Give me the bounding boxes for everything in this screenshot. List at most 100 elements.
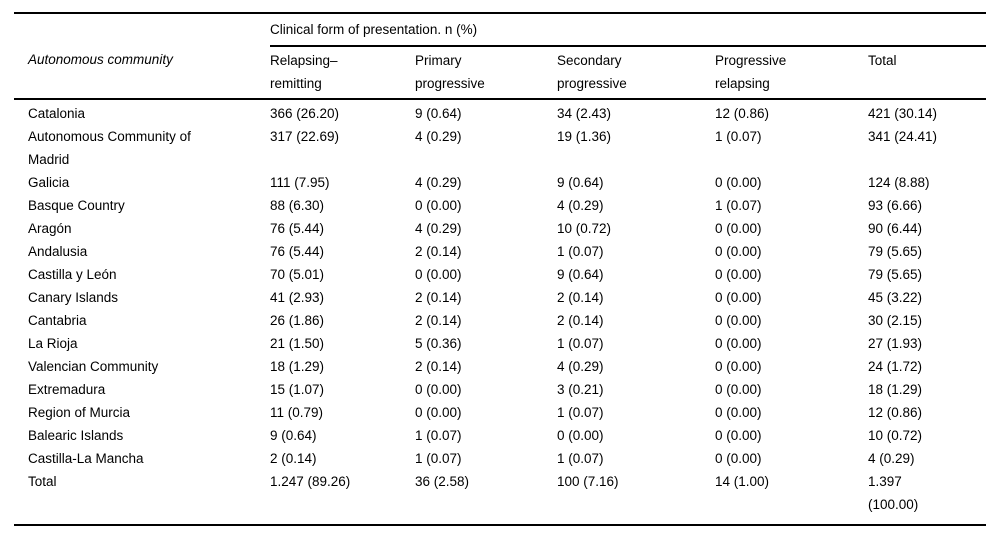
value-cell: 21 (1.50) (270, 336, 325, 351)
value-cell: 0 (0.00) (557, 428, 604, 443)
value-cell: 0 (0.00) (415, 382, 462, 397)
community-cell: Autonomous Community of Madrid (28, 129, 191, 167)
community-cell: Balearic Islands (28, 428, 124, 443)
value-cell: 0 (0.00) (715, 175, 762, 190)
value-cell: 2 (0.14) (557, 290, 604, 305)
value-cell: 18 (1.29) (270, 359, 325, 374)
value-cell: 1 (0.07) (715, 198, 762, 213)
value-cell: 9 (0.64) (415, 106, 462, 121)
value-cell: 88 (6.30) (270, 198, 325, 213)
value-cell: 4 (0.29) (868, 451, 915, 466)
corner-cell (14, 13, 270, 46)
value-cell: 0 (0.00) (415, 267, 462, 282)
value-cell: 24 (1.72) (868, 359, 923, 374)
table-row: Galicia 111 (7.95) 4 (0.29) 9 (0.64) 0 (0.00… (14, 171, 986, 194)
column-header: Primary progressive (415, 46, 557, 100)
value-cell: 4 (0.29) (415, 175, 462, 190)
value-cell: 11 (0.79) (270, 405, 324, 420)
value-cell: 0 (0.00) (715, 336, 762, 351)
table-row: Balearic Islands 9 (0.64) 1 (0.07) 0 (0.00)… (14, 424, 986, 447)
value-cell: 0 (0.00) (715, 244, 762, 259)
value-cell: 421 (30.14) (868, 106, 938, 121)
value-cell: 0 (0.00) (715, 290, 762, 305)
value-cell: 0 (0.00) (715, 382, 762, 397)
table-row: Total 1.247 (89.26) 36 (2.58) 100 (7.16) 14 … (14, 470, 986, 525)
value-cell: 2 (0.14) (415, 359, 462, 374)
value-cell: 4 (0.29) (415, 129, 462, 144)
value-cell: 79 (5.65) (868, 244, 923, 259)
value-cell: 2 (0.14) (415, 290, 462, 305)
table-row: Castilla-La Mancha 2 (0.14) 1 (0.07) 1 (0.0… (14, 447, 986, 470)
table-row: Canary Islands 41 (2.93) 2 (0.14) 2 (0.14) 0… (14, 286, 986, 309)
community-cell: Region of Murcia (28, 405, 131, 420)
value-cell: 5 (0.36) (415, 336, 462, 351)
value-cell: 4 (0.29) (557, 198, 604, 213)
value-cell: 93 (6.66) (868, 198, 923, 213)
value-cell: 12 (0.86) (868, 405, 923, 420)
value-cell: 0 (0.00) (415, 198, 462, 213)
community-cell: Castilla y León (28, 267, 117, 282)
value-cell: 1 (0.07) (415, 428, 462, 443)
table-row: Andalusia 76 (5.44) 2 (0.14) 1 (0.07) 0 (0.0… (14, 240, 986, 263)
value-cell: 1 (0.07) (557, 244, 604, 259)
table-row: Extremadura 15 (1.07) 0 (0.00) 3 (0.21) 0 (0… (14, 378, 986, 401)
table-row: La Rioja 21 (1.50) 5 (0.36) 1 (0.07) 0 (0.00… (14, 332, 986, 355)
value-cell: 19 (1.36) (557, 129, 612, 144)
value-cell: 366 (26.20) (270, 106, 340, 121)
value-cell: 9 (0.64) (557, 267, 604, 282)
value-cell: 26 (1.86) (270, 313, 325, 328)
value-cell: 1 (0.07) (557, 451, 604, 466)
value-cell: 2 (0.14) (415, 244, 462, 259)
value-cell: 9 (0.64) (270, 428, 317, 443)
table-row: Valencian Community 18 (1.29) 2 (0.14) 4 (0… (14, 355, 986, 378)
value-cell: 341 (24.41) (868, 129, 938, 144)
column-header: Total (868, 46, 987, 100)
value-cell: 9 (0.64) (557, 175, 604, 190)
value-cell: 27 (1.93) (868, 336, 923, 351)
value-cell: 0 (0.00) (715, 221, 762, 236)
value-cell: 34 (2.43) (557, 106, 612, 121)
table-row: Autonomous Community of Madrid 317 (22.69… (14, 125, 986, 171)
community-cell: Aragón (28, 221, 72, 236)
value-cell: 14 (1.00) (715, 474, 770, 489)
table-container: Clinical form of presentation. n (%) Aut… (14, 12, 987, 526)
value-cell: 3 (0.21) (557, 382, 604, 397)
community-cell: Castilla-La Mancha (28, 451, 144, 466)
clinical-forms-table: Clinical form of presentation. n (%) Aut… (14, 12, 987, 526)
value-cell: 76 (5.44) (270, 221, 325, 236)
row-dimension-label: Autonomous community (14, 46, 270, 100)
value-cell: 15 (1.07) (270, 382, 325, 397)
value-cell: 1 (0.07) (557, 336, 604, 351)
value-cell: 0 (0.00) (715, 359, 762, 374)
table-row: Catalonia 366 (26.20) 9 (0.64) 34 (2.43) 12 … (14, 99, 986, 125)
span-header: Clinical form of presentation. n (%) (270, 13, 987, 47)
community-cell: Cantabria (28, 313, 87, 328)
value-cell: 0 (0.00) (715, 267, 762, 282)
community-cell: Basque Country (28, 198, 125, 213)
value-cell: 12 (0.86) (715, 106, 770, 121)
value-cell: 1 (0.07) (557, 405, 604, 420)
column-header: Progressive relapsing (715, 46, 868, 100)
table-row: Region of Murcia 11 (0.79) 0 (0.00) 1 (0.07… (14, 401, 986, 424)
value-cell: 10 (0.72) (557, 221, 612, 236)
table-row: Basque Country 88 (6.30) 0 (0.00) 4 (0.29) 1… (14, 194, 986, 217)
value-cell: 1 (0.07) (715, 129, 762, 144)
value-cell: 4 (0.29) (415, 221, 462, 236)
table-row: Aragón 76 (5.44) 4 (0.29) 10 (0.72) 0 (0.00)… (14, 217, 986, 240)
community-cell: Galicia (28, 175, 70, 190)
community-cell: Extremadura (28, 382, 106, 397)
column-header: Relapsing–remitting (270, 46, 415, 100)
span-header-row: Clinical form of presentation. n (%) (14, 13, 987, 47)
value-cell: 30 (2.15) (868, 313, 923, 328)
value-cell: 70 (5.01) (270, 267, 325, 282)
value-cell: 0 (0.00) (715, 405, 762, 420)
value-cell: 2 (0.14) (270, 451, 317, 466)
value-cell: 10 (0.72) (868, 428, 923, 443)
value-cell: 0 (0.00) (715, 451, 762, 466)
value-cell: 45 (3.22) (868, 290, 923, 305)
value-cell: 0 (0.00) (715, 313, 762, 328)
value-cell: 36 (2.58) (415, 474, 470, 489)
value-cell: 18 (1.29) (868, 382, 923, 397)
value-cell: 79 (5.65) (868, 267, 923, 282)
community-cell: Canary Islands (28, 290, 119, 305)
